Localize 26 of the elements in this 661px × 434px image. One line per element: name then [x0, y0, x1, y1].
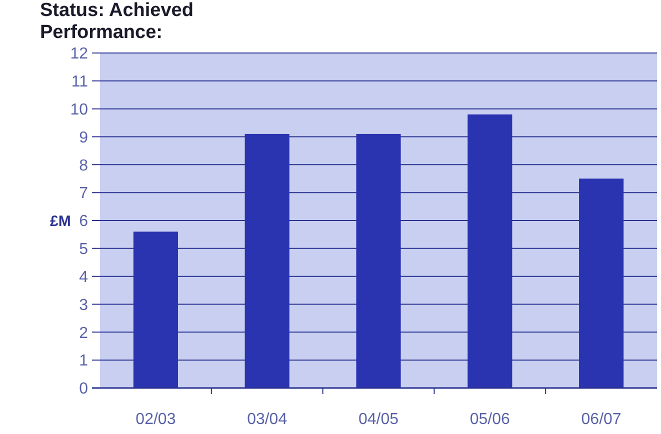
y-tick-label: 5: [79, 241, 88, 258]
bar: [579, 178, 624, 388]
bar: [356, 134, 401, 388]
chart-subtitle: Performance:: [40, 22, 162, 43]
y-tick-label: 12: [70, 46, 88, 63]
x-tick-label: 05/06: [470, 411, 510, 428]
chart-title: Status: Achieved: [40, 0, 194, 21]
y-tick-label: 4: [79, 268, 88, 286]
x-tick-label: 03/04: [247, 411, 288, 428]
bar: [468, 114, 512, 388]
y-tick-label: 0: [79, 380, 88, 398]
y-tick-label: 9: [79, 129, 88, 146]
bar: [133, 232, 178, 388]
y-tick-label: 8: [79, 157, 88, 174]
y-tick-label: 6: [79, 213, 88, 230]
bar: [244, 134, 290, 388]
x-tick-label: 04/05: [358, 411, 399, 428]
y-tick-label: 7: [79, 185, 88, 202]
y-tick-label: 2: [79, 324, 88, 342]
y-axis-title: £M: [50, 212, 71, 230]
y-tick-label: 10: [70, 101, 88, 118]
y-tick-label: 1: [79, 352, 88, 370]
x-tick-label: 06/07: [581, 411, 622, 428]
y-tick-label: 11: [71, 74, 88, 91]
x-tick-label: 02/03: [136, 411, 176, 428]
y-tick-label: 3: [79, 296, 88, 314]
